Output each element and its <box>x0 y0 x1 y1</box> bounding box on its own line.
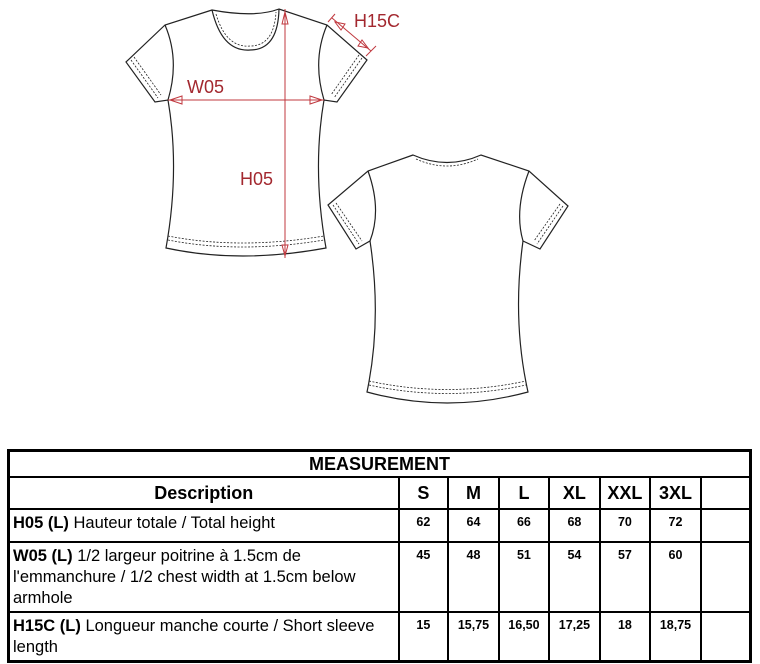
col-header-description: Description <box>7 476 400 510</box>
cell-xxl: 70 <box>598 508 652 543</box>
garment-drawing: H15C W05 H05 <box>125 8 569 404</box>
cell-3xl: 60 <box>649 541 702 613</box>
table-row: W05 (L) 1/2 largeur poitrine à 1.5cm de … <box>7 541 752 613</box>
measurement-lines <box>168 9 377 258</box>
col-header-m: M <box>447 476 500 510</box>
row-description: H15C (L) Longueur manche courte / Short … <box>7 611 400 663</box>
h05-label: H05 <box>240 169 273 189</box>
cell-l: 16,50 <box>497 611 551 663</box>
measure-text: 1/2 largeur poitrine à 1.5cm de l'emmanc… <box>13 547 356 607</box>
cell-l: 51 <box>497 541 551 613</box>
measure-code: H15C (L) <box>13 617 81 635</box>
cell-empty <box>699 611 752 663</box>
measure-text: Hauteur totale / Total height <box>73 514 276 532</box>
cell-m: 64 <box>447 508 500 543</box>
measure-text: Longueur manche courte / Short sleeve le… <box>13 617 375 656</box>
front-tshirt <box>125 8 368 257</box>
measure-code: W05 (L) <box>13 547 73 565</box>
col-header-xl: XL <box>548 476 601 510</box>
cell-m: 48 <box>447 541 500 613</box>
cell-l: 66 <box>497 508 551 543</box>
cell-xxl: 57 <box>598 541 652 613</box>
back-tshirt <box>327 154 569 404</box>
cell-s: 45 <box>397 541 450 613</box>
col-header-empty <box>699 476 752 510</box>
measurement-table: MEASUREMENT Description S M L XL XXL 3XL… <box>7 449 752 663</box>
header-row: Description S M L XL XXL 3XL <box>7 476 752 510</box>
cell-3xl: 72 <box>649 508 702 543</box>
cell-empty <box>699 508 752 543</box>
col-header-3xl: 3XL <box>649 476 702 510</box>
row-description: H05 (L) Hauteur totale / Total height <box>7 508 400 543</box>
col-header-s: S <box>397 476 450 510</box>
table-row: H05 (L) Hauteur totale / Total height 62… <box>7 508 752 543</box>
col-header-xxl: XXL <box>598 476 652 510</box>
cell-xl: 54 <box>548 541 601 613</box>
table-title: MEASUREMENT <box>7 449 752 478</box>
table-row: H15C (L) Longueur manche courte / Short … <box>7 611 752 663</box>
col-header-l: L <box>497 476 551 510</box>
h15c-measure-line <box>331 17 372 52</box>
h15c-label: H15C <box>354 11 400 31</box>
cell-empty <box>699 541 752 613</box>
cell-xl: 17,25 <box>548 611 601 663</box>
cell-s: 15 <box>397 611 450 663</box>
cell-xxl: 18 <box>598 611 652 663</box>
cell-s: 62 <box>397 508 450 543</box>
cell-3xl: 18,75 <box>649 611 702 663</box>
cell-m: 15,75 <box>447 611 500 663</box>
measure-code: H05 (L) <box>13 514 69 532</box>
w05-label: W05 <box>187 77 224 97</box>
cell-xl: 68 <box>548 508 601 543</box>
row-description: W05 (L) 1/2 largeur poitrine à 1.5cm de … <box>7 541 400 613</box>
